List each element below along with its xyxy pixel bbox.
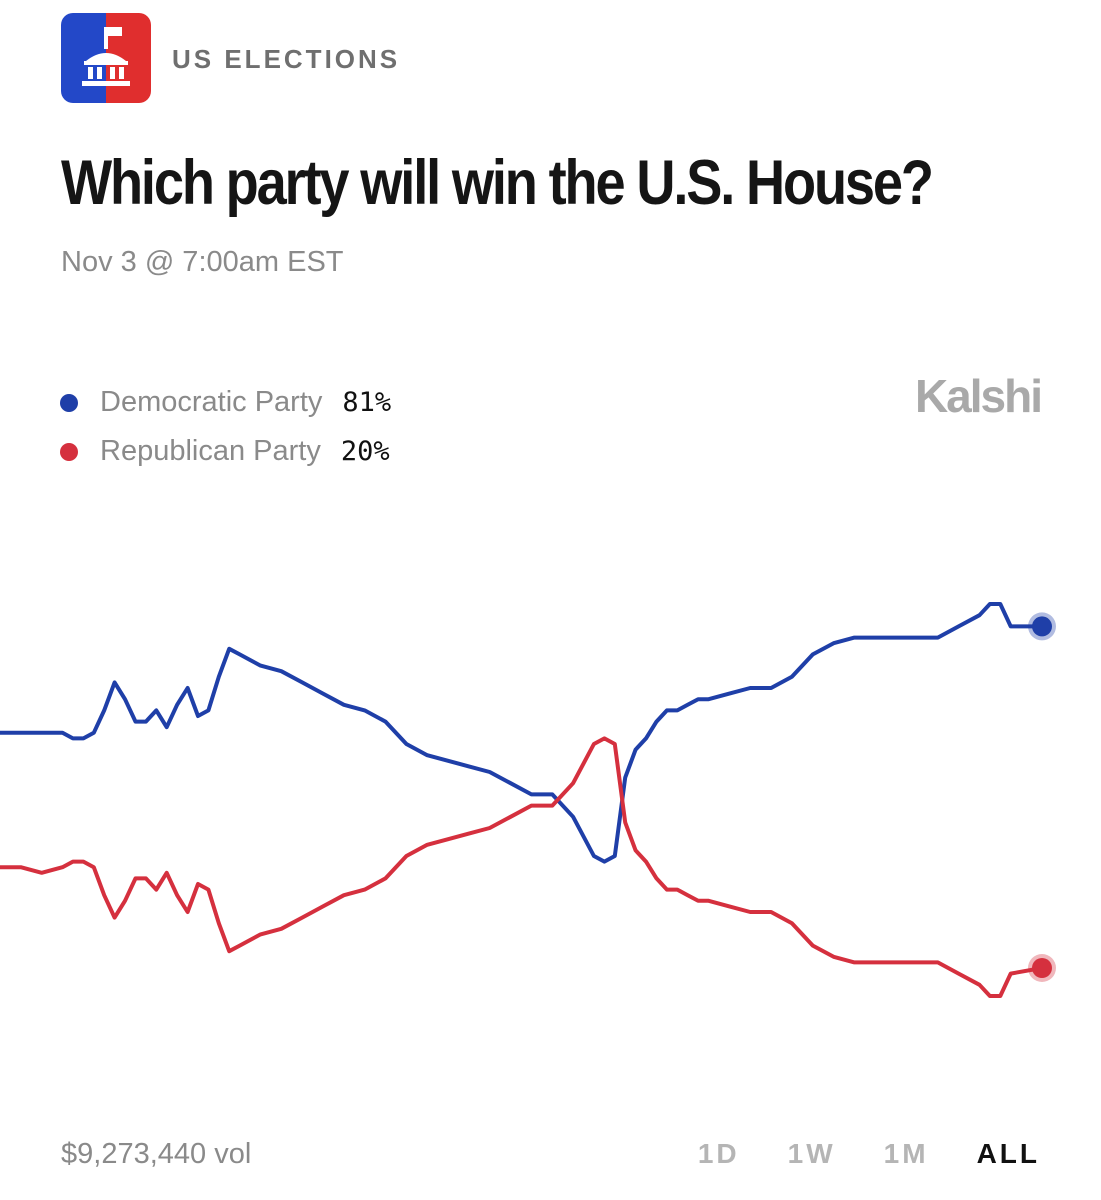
legend-name-republican: Republican Party: [100, 435, 321, 467]
range-selector: 1D 1W 1M ALL: [698, 1136, 1040, 1172]
capitol-building-icon: [61, 13, 151, 103]
series-line-democratic: [0, 602, 1044, 864]
kalshi-logo: Kalshi: [914, 370, 1043, 422]
chart-series-group: [0, 602, 1056, 998]
end-marker-republican: [1032, 958, 1052, 978]
volume-label: $9,273,440 vol: [61, 1138, 252, 1170]
range-1d-button[interactable]: 1D: [697, 1138, 740, 1169]
category-label: US ELECTIONS: [172, 44, 401, 74]
legend-value-republican: 20%: [340, 436, 390, 467]
series-line-republican: [0, 736, 1044, 998]
end-marker-democratic: [1032, 616, 1052, 637]
legend-value-democratic: 81%: [342, 387, 392, 418]
range-1w-button[interactable]: 1W: [787, 1138, 836, 1169]
app-icon: [61, 13, 151, 103]
page-title: Which party will win the U.S. House?: [61, 148, 934, 218]
legend-item-democratic: Democratic Party 81%: [60, 378, 391, 427]
legend-dot-democratic: [60, 393, 78, 412]
close-time: Nov 3 @ 7:00am EST: [61, 246, 344, 278]
price-chart: [0, 602, 1056, 998]
legend-name-democratic: Democratic Party: [100, 386, 323, 418]
legend-dot-republican: [60, 442, 78, 461]
range-1m-button[interactable]: 1M: [883, 1138, 929, 1169]
legend-item-republican: Republican Party 20%: [60, 427, 391, 476]
range-all-button[interactable]: ALL: [976, 1138, 1040, 1169]
legend: Democratic Party 81% Republican Party 20…: [60, 378, 391, 476]
